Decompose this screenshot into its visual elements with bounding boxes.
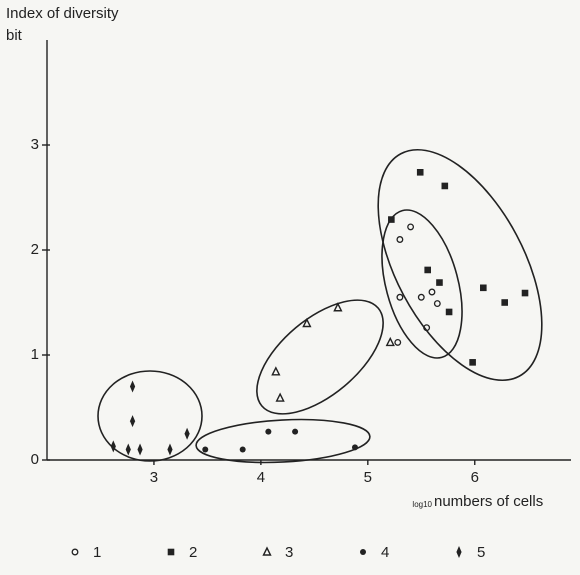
point <box>184 427 190 440</box>
group-outline <box>97 370 203 462</box>
point <box>407 223 415 231</box>
point <box>292 428 299 435</box>
point <box>265 428 272 435</box>
point <box>501 299 508 306</box>
point <box>423 324 431 332</box>
point <box>333 302 343 312</box>
point <box>271 366 281 376</box>
point <box>433 300 441 307</box>
group-outline <box>195 418 371 464</box>
point <box>469 359 476 366</box>
y-tick-label: 0 <box>31 451 39 468</box>
point <box>275 392 285 402</box>
x-tick-label: 4 <box>257 469 265 486</box>
point <box>416 169 424 176</box>
x-tick-label: 5 <box>364 469 372 486</box>
x-tick-label: 6 <box>471 469 479 486</box>
point <box>445 308 453 316</box>
legend-label: 5 <box>477 544 485 561</box>
enclosures <box>97 148 543 464</box>
point <box>428 288 436 296</box>
x-axis-label: numbers of cells <box>434 493 543 510</box>
y-axis-unit: bit <box>6 27 23 44</box>
point <box>417 293 425 301</box>
point <box>129 415 136 428</box>
legend-marker <box>360 549 366 555</box>
point <box>125 443 131 456</box>
point <box>129 380 136 393</box>
point <box>396 236 404 243</box>
y-axis-label: Index of diversity <box>6 5 119 22</box>
group-outline <box>377 148 543 382</box>
point <box>480 284 487 292</box>
point <box>167 443 173 456</box>
group-outline <box>381 209 463 359</box>
y-tick-label: 1 <box>31 346 39 363</box>
point <box>394 338 402 346</box>
y-tick-label: 3 <box>31 136 39 153</box>
legend-label: 4 <box>381 544 389 561</box>
point <box>302 317 312 328</box>
point <box>239 446 246 453</box>
point <box>424 266 432 274</box>
x-axis-unit: log10 <box>412 500 432 509</box>
legend-marker <box>262 546 272 556</box>
point <box>110 440 116 453</box>
point <box>137 443 143 456</box>
legend-label: 1 <box>93 544 101 561</box>
point <box>351 444 358 451</box>
legend-marker <box>456 546 462 558</box>
legend-label: 3 <box>285 544 293 561</box>
point <box>441 182 449 190</box>
point <box>396 293 404 301</box>
legend-marker <box>71 548 79 556</box>
group-outline <box>256 299 384 415</box>
point <box>388 216 395 223</box>
legend-marker <box>167 548 175 556</box>
y-tick-label: 2 <box>31 241 39 258</box>
point <box>436 279 443 286</box>
x-tick-label: 3 <box>150 469 158 486</box>
point <box>521 289 529 297</box>
point <box>385 336 395 347</box>
point <box>202 446 209 453</box>
legend-label: 2 <box>189 544 197 561</box>
